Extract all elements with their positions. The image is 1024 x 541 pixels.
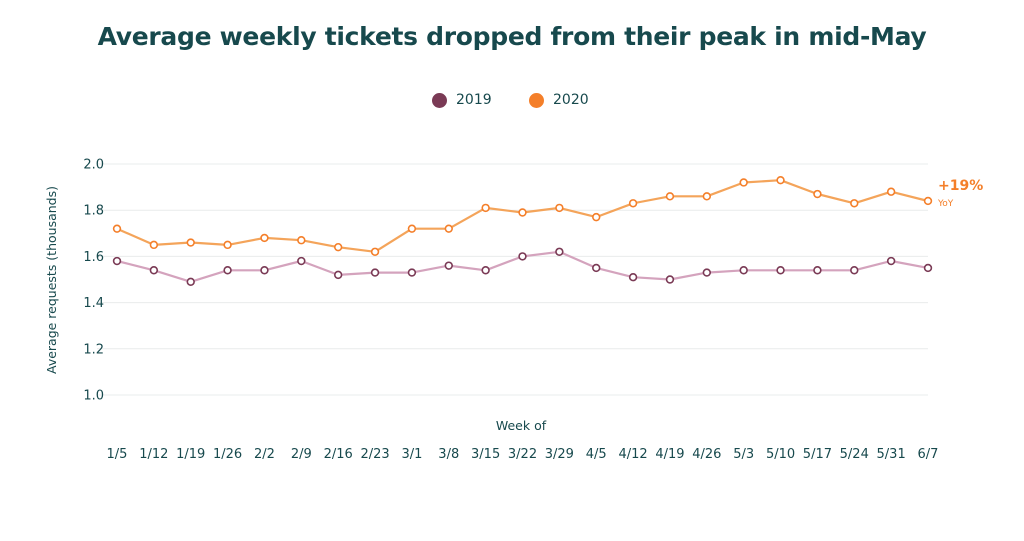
x-tick-label: 4/12 xyxy=(618,447,647,462)
data-point-2020 xyxy=(850,199,859,208)
data-point-2020 xyxy=(186,238,195,247)
x-tick-label: 4/26 xyxy=(692,447,721,462)
data-point-2019 xyxy=(628,272,638,282)
series-lines xyxy=(116,179,929,283)
data-point-2019 xyxy=(333,270,343,280)
data-point-2020 xyxy=(702,192,712,201)
data-point-2019 xyxy=(370,268,380,277)
legend-label-2020: 2020 xyxy=(553,92,589,108)
legend-marker-2020 xyxy=(529,92,544,108)
data-point-2020 xyxy=(739,178,748,187)
yoy-annotation-value: +19% xyxy=(938,178,983,194)
x-tick-label: 4/19 xyxy=(655,447,684,462)
data-point-2019 xyxy=(555,247,564,256)
data-point-2020 xyxy=(628,199,638,208)
gridlines xyxy=(97,163,928,396)
data-point-2019 xyxy=(776,266,785,275)
y-axis-label: Average requests (thousands) xyxy=(44,186,59,374)
data-point-2020 xyxy=(592,212,601,222)
y-tick-label: 1.0 xyxy=(83,389,104,404)
x-tick-label: 3/22 xyxy=(508,447,537,462)
data-point-2020 xyxy=(223,240,232,250)
data-point-2019 xyxy=(886,256,896,266)
yoy-annotation-label: YoY xyxy=(937,199,954,209)
x-tick-label: 3/15 xyxy=(471,447,500,462)
data-point-2020 xyxy=(813,189,822,199)
data-point-2020 xyxy=(333,242,343,252)
data-point-2019 xyxy=(407,268,417,277)
x-tick-label: 1/12 xyxy=(139,447,168,462)
legend-marker-2019 xyxy=(432,92,447,108)
x-tick-label: 2/9 xyxy=(291,447,312,462)
legend-item-2020: 2020 xyxy=(529,88,589,112)
data-point-2020 xyxy=(555,203,564,213)
data-point-2020 xyxy=(518,208,527,217)
data-point-2019 xyxy=(112,256,122,266)
data-point-2019 xyxy=(518,252,527,261)
x-tick-label: 3/8 xyxy=(438,447,459,462)
data-point-2019 xyxy=(186,277,195,287)
x-tick-label: 5/31 xyxy=(877,447,906,462)
data-point-2019 xyxy=(444,261,453,270)
data-point-2019 xyxy=(665,275,675,284)
data-point-2019 xyxy=(481,266,490,275)
data-point-2019 xyxy=(297,256,306,266)
x-tick-label: 4/5 xyxy=(586,447,607,462)
y-tick-label: 1.6 xyxy=(83,250,104,265)
x-tick-label: 2/2 xyxy=(254,447,275,462)
x-tick-label: 5/24 xyxy=(840,447,869,462)
x-tick-label: 1/26 xyxy=(213,447,242,462)
chart-title: Average weekly tickets dropped from thei… xyxy=(97,22,927,51)
y-tick-label: 2.0 xyxy=(83,158,104,173)
data-point-2020 xyxy=(923,196,933,206)
x-tick-label: 6/7 xyxy=(918,447,939,462)
legend-label-2019: 2019 xyxy=(456,92,492,108)
data-point-2019 xyxy=(260,266,269,275)
x-axis-ticks: 1/5 1/12 1/19 1/26 2/2 2/9 2/16 2/23 3/1 3/8 3/15 3… xyxy=(107,447,939,462)
y-tick-label: 1.2 xyxy=(83,342,104,357)
data-point-2020 xyxy=(149,240,159,250)
x-tick-label: 2/16 xyxy=(324,447,353,462)
data-point-2020 xyxy=(886,187,896,196)
x-axis-label: Week of xyxy=(496,418,547,433)
data-point-2020 xyxy=(260,233,269,243)
data-point-2019 xyxy=(702,268,712,277)
data-point-2020 xyxy=(407,224,417,233)
x-tick-label: 5/10 xyxy=(766,447,795,462)
series-points xyxy=(112,175,933,287)
x-tick-label: 1/19 xyxy=(176,447,205,462)
chart-legend: 2019 2020 xyxy=(0,88,1024,112)
x-tick-label: 3/29 xyxy=(545,447,574,462)
x-tick-label: 3/1 xyxy=(401,447,422,462)
data-point-2019 xyxy=(850,266,859,275)
data-point-2019 xyxy=(223,266,232,275)
data-point-2020 xyxy=(776,175,785,185)
legend-item-2019: 2019 xyxy=(432,88,492,112)
data-point-2020 xyxy=(481,203,490,213)
data-point-2019 xyxy=(923,263,933,273)
data-point-2020 xyxy=(444,224,453,233)
x-tick-label: 2/23 xyxy=(360,447,389,462)
data-point-2019 xyxy=(149,266,159,275)
data-point-2020 xyxy=(370,247,380,256)
y-tick-label: 1.8 xyxy=(83,204,104,219)
x-tick-label: 1/5 xyxy=(107,447,128,462)
data-point-2019 xyxy=(813,266,822,275)
data-point-2019 xyxy=(592,263,601,273)
x-tick-label: 5/3 xyxy=(733,447,754,462)
x-tick-label: 5/17 xyxy=(803,447,832,462)
y-tick-label: 1.4 xyxy=(83,296,104,311)
y-axis-ticks: 1.0 1.2 1.4 1.6 1.8 2.0 xyxy=(83,158,104,404)
data-point-2020 xyxy=(297,236,306,245)
data-point-2019 xyxy=(739,266,748,275)
data-point-2020 xyxy=(112,224,122,233)
data-point-2020 xyxy=(665,192,675,201)
